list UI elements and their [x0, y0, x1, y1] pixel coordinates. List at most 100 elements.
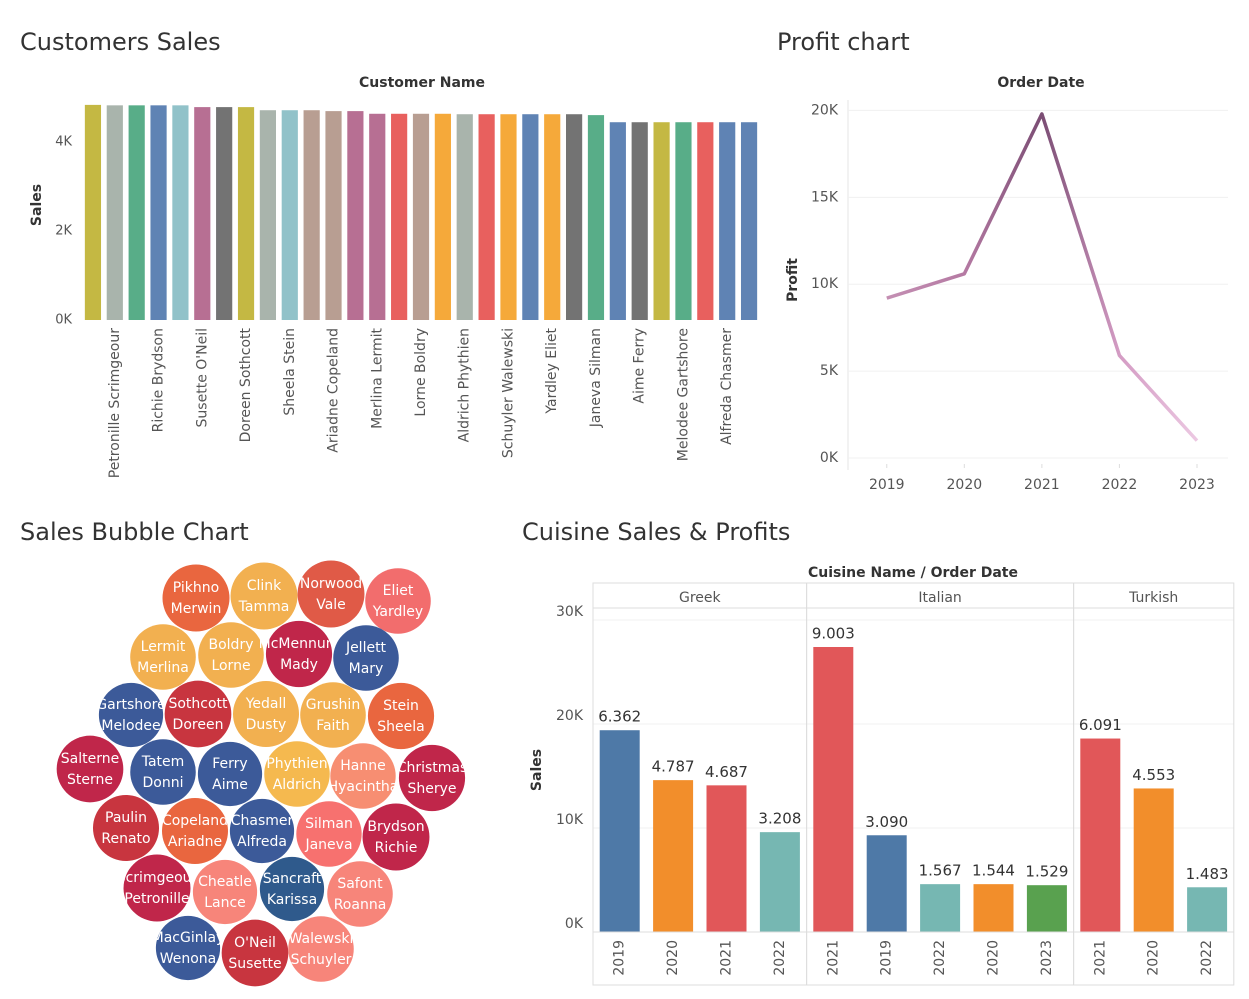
bubble-label: Tamma: [238, 599, 290, 615]
bar: [1187, 887, 1228, 932]
bar: [653, 780, 694, 932]
bar: [740, 122, 758, 320]
bubble-label: Grushin: [306, 697, 360, 713]
bar: [369, 113, 386, 321]
bar: [813, 647, 854, 932]
bubble-label: Lance: [204, 895, 246, 911]
data-label: 1.544: [972, 862, 1015, 880]
bubble-label: MacGinlay: [152, 930, 225, 946]
bubble-label: Chasmer: [231, 813, 294, 829]
bubble: [197, 741, 263, 807]
x-tick-label: 2021: [719, 940, 735, 976]
bubble-label: Doreen: [173, 717, 224, 733]
bubble: [230, 562, 298, 630]
bubble: [297, 560, 365, 628]
x-tick-label: 2020: [665, 940, 681, 976]
bubble-label: Norwood: [300, 576, 362, 592]
x-tick-label: Yardley Eliet: [544, 328, 560, 415]
data-label: 3.090: [865, 813, 908, 831]
bubble-label: Alfreda: [237, 834, 287, 850]
bar: [599, 730, 640, 932]
x-tick-label: 2021: [1092, 940, 1108, 976]
bubble-label: Mady: [280, 657, 318, 673]
bubble: [330, 743, 396, 809]
x-tick-label: 2021: [1024, 477, 1060, 493]
bubble-label: Sherye: [407, 781, 456, 797]
bubble: [288, 916, 354, 982]
bubble-label: Phythien: [266, 756, 327, 772]
x-tick-label: Lorne Boldry: [413, 328, 429, 417]
bubble-label: Wenona: [160, 951, 217, 967]
bubble: [198, 622, 264, 688]
bubble-label: Susette: [228, 956, 281, 972]
y-tick-label: 15K: [811, 189, 839, 205]
bubble-label: Boldry: [209, 637, 254, 653]
bubble-label: Gartshore: [96, 697, 165, 713]
y-tick-label: 0K: [565, 916, 584, 932]
bubble-label: Scrimgeour: [117, 870, 198, 886]
data-label: 6.362: [598, 708, 641, 726]
bar: [434, 113, 451, 321]
bubble-label: Vale: [316, 597, 346, 613]
x-tick-label: 2019: [612, 940, 628, 976]
data-label: 6.091: [1079, 716, 1122, 734]
bar: [478, 114, 495, 320]
bar: [259, 110, 276, 320]
bar: [631, 122, 648, 320]
x-tick-label: 2022: [932, 940, 948, 976]
bubble: [192, 859, 258, 925]
bubble-label: Petronille: [124, 891, 189, 907]
bubble: [333, 625, 399, 691]
bubble: [259, 856, 325, 922]
x-tick-label: 2019: [879, 940, 895, 976]
x-tick-label: Petronille Scrimgeour: [107, 328, 123, 478]
bar: [1133, 788, 1174, 932]
bar: [759, 832, 800, 932]
bubble-label: Merlina: [137, 660, 189, 676]
x-tick-label: Ariadne Copeland: [326, 328, 342, 453]
bubble-label: Hanne: [340, 758, 385, 774]
bubble-label: Sothcott: [168, 696, 228, 712]
bubble-label: Christmas: [397, 760, 468, 776]
bubble: [130, 624, 196, 690]
bubble-label: Karissa: [267, 892, 317, 908]
bubble-label: McMennum: [259, 636, 340, 652]
x-tick-label: Sheela Stein: [282, 328, 298, 416]
bubble-label: Jellett: [345, 640, 387, 656]
y-tick-label: 30K: [556, 604, 584, 620]
x-tick-label: 2023: [1179, 477, 1215, 493]
x-tick-label: 2022: [772, 940, 788, 976]
bubble-label: Schuyler: [291, 952, 352, 968]
y-tick-label: 20K: [556, 708, 584, 724]
bubble-label: Merwin: [171, 601, 222, 617]
chart-title: Sales Bubble Chart: [20, 518, 249, 546]
x-tick-label: 2019: [869, 477, 905, 493]
bar: [194, 107, 211, 320]
bubble: [365, 568, 431, 634]
data-label: 4.787: [652, 758, 695, 776]
bar: [281, 110, 298, 320]
bar: [1026, 885, 1067, 932]
bubble-label: Pikhno: [173, 580, 219, 596]
y-tick-label: 0K: [820, 450, 839, 466]
x-tick-label: Richie Brydson: [151, 328, 167, 432]
bubble-label: Melodee: [101, 718, 160, 734]
bubble-label: Sterne: [67, 772, 113, 788]
y-tick-label: 5K: [820, 363, 839, 379]
bubble-label: Janeva: [304, 837, 352, 853]
bubble-label: Sheela: [377, 719, 424, 735]
chart-title: Cuisine Sales & Profits: [522, 518, 790, 546]
x-tick-label: Aldrich Phythien: [457, 328, 473, 442]
bar: [150, 105, 167, 320]
bar: [719, 122, 736, 320]
bubble: [123, 854, 191, 922]
data-label: 9.003: [812, 625, 855, 643]
x-axis-title: Cuisine Name / Order Date: [808, 565, 1018, 581]
bubble: [229, 798, 295, 864]
bubble-label: Faith: [316, 718, 350, 734]
bubble: [300, 682, 366, 748]
bubble: [161, 797, 229, 865]
bubble-label: Brydson: [367, 819, 424, 835]
bar: [706, 785, 747, 932]
bubble-label: Mary: [349, 661, 384, 677]
